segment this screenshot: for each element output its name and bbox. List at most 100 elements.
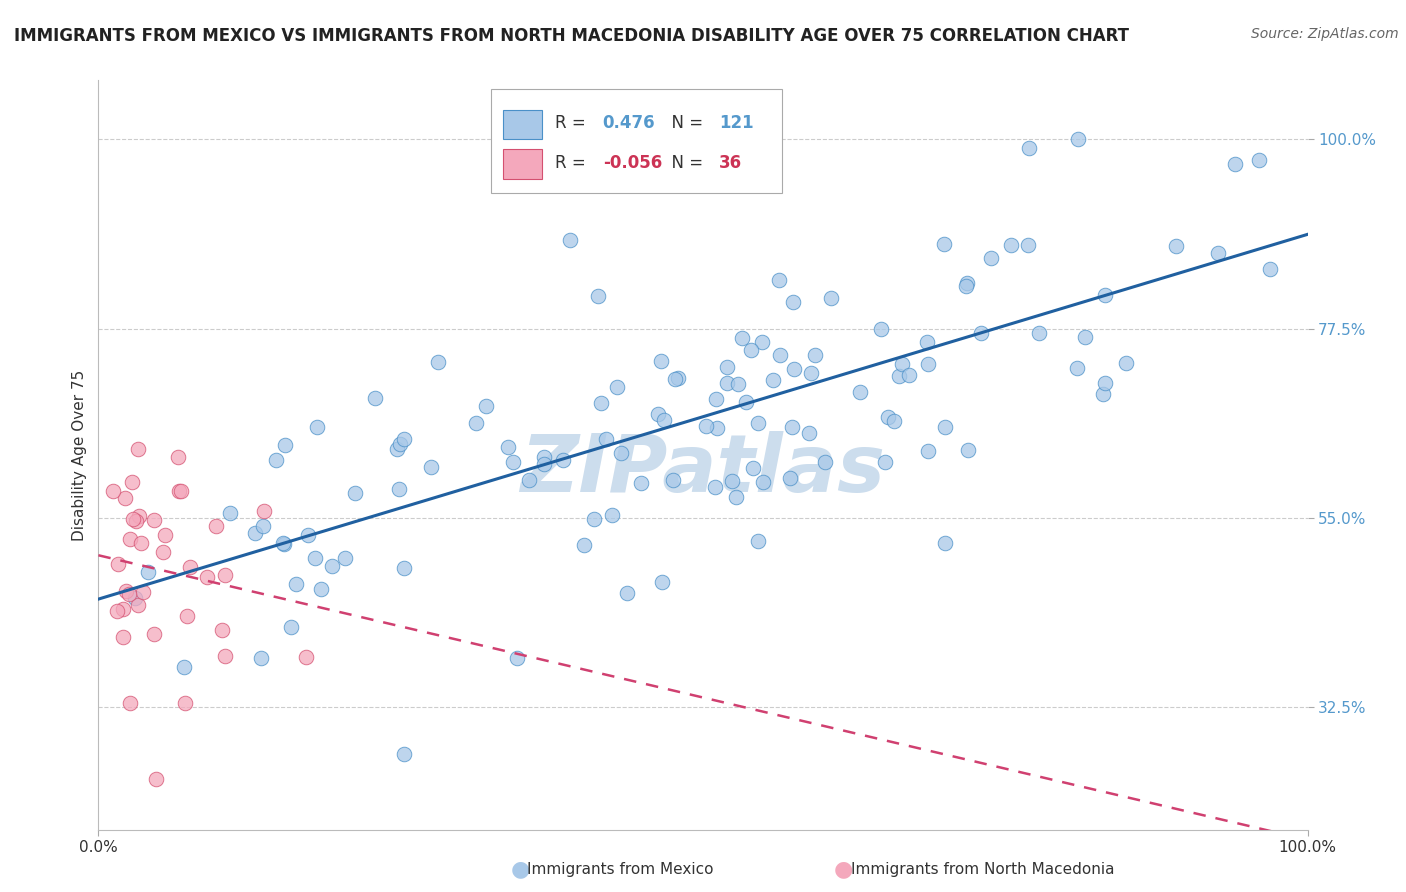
Point — [153, 528, 176, 542]
Text: N =: N = — [661, 153, 709, 171]
Point — [427, 355, 450, 369]
Point — [1017, 237, 1039, 252]
Point — [333, 550, 356, 565]
Point — [517, 473, 540, 487]
Point — [558, 233, 581, 247]
Point — [419, 459, 441, 474]
Point — [1028, 326, 1050, 340]
Point — [145, 772, 167, 786]
Point — [273, 536, 295, 550]
Point — [731, 330, 754, 344]
Point — [195, 570, 218, 584]
Point — [799, 425, 821, 440]
Point — [650, 353, 672, 368]
Point — [600, 508, 623, 522]
Point — [768, 273, 790, 287]
Point — [800, 366, 823, 380]
Point — [127, 442, 149, 456]
Text: 36: 36 — [718, 153, 742, 171]
Point — [219, 506, 242, 520]
Point — [174, 696, 197, 710]
Point — [917, 357, 939, 371]
Point — [131, 584, 153, 599]
Text: R =: R = — [555, 153, 592, 171]
Point — [533, 458, 555, 472]
Point — [887, 368, 910, 383]
Point — [1018, 141, 1040, 155]
Point — [392, 560, 415, 574]
Point — [114, 491, 136, 506]
Point — [915, 335, 938, 350]
Point — [176, 609, 198, 624]
Point — [305, 420, 328, 434]
Point — [780, 419, 803, 434]
Point — [388, 437, 411, 451]
Point — [394, 747, 416, 761]
Point — [725, 490, 748, 504]
FancyBboxPatch shape — [503, 149, 543, 179]
Point — [869, 322, 891, 336]
Point — [955, 279, 977, 293]
Point — [129, 536, 152, 550]
Text: ZIPatlas: ZIPatlas — [520, 431, 886, 509]
Point — [934, 420, 956, 434]
Point — [595, 433, 617, 447]
Point — [280, 620, 302, 634]
Point — [873, 455, 896, 469]
Point — [388, 482, 411, 496]
Point — [606, 379, 628, 393]
Point — [586, 289, 609, 303]
Point — [344, 485, 367, 500]
Point — [118, 587, 141, 601]
Point — [768, 348, 790, 362]
Point — [502, 455, 524, 469]
Point — [143, 513, 166, 527]
Point — [782, 295, 804, 310]
Point — [125, 514, 148, 528]
Point — [127, 598, 149, 612]
Point — [762, 373, 785, 387]
FancyBboxPatch shape — [503, 110, 543, 139]
Point — [814, 455, 837, 469]
Point — [1000, 238, 1022, 252]
Point — [742, 460, 765, 475]
Point — [616, 586, 638, 600]
Point — [167, 484, 190, 499]
Point — [121, 475, 143, 489]
Text: N =: N = — [661, 114, 709, 132]
Point — [387, 442, 409, 456]
Point — [111, 602, 134, 616]
Point — [917, 443, 939, 458]
Point — [115, 583, 138, 598]
Point — [1223, 157, 1246, 171]
Point — [273, 438, 295, 452]
Point — [103, 483, 125, 498]
Text: IMMIGRANTS FROM MEXICO VS IMMIGRANTS FROM NORTH MACEDONIA DISABILITY AGE OVER 75: IMMIGRANTS FROM MEXICO VS IMMIGRANTS FRO… — [14, 27, 1129, 45]
Point — [107, 558, 129, 572]
Text: 121: 121 — [718, 114, 754, 132]
Point — [877, 410, 900, 425]
Point — [304, 551, 326, 566]
Point — [747, 416, 769, 430]
Point — [506, 650, 529, 665]
Point — [706, 421, 728, 435]
Point — [647, 407, 669, 421]
Point — [956, 276, 979, 290]
Point — [121, 512, 143, 526]
Point — [610, 445, 633, 459]
Point — [250, 651, 273, 665]
Point — [124, 591, 146, 606]
Point — [751, 334, 773, 349]
Point — [779, 471, 801, 485]
Point — [934, 536, 956, 550]
Point — [214, 648, 236, 663]
Point — [651, 574, 673, 589]
Point — [849, 384, 872, 399]
Point — [582, 512, 605, 526]
Point — [112, 630, 135, 644]
Point — [120, 533, 142, 547]
Point — [716, 376, 738, 390]
Point — [734, 395, 756, 409]
Point — [1249, 153, 1271, 168]
Point — [662, 473, 685, 487]
